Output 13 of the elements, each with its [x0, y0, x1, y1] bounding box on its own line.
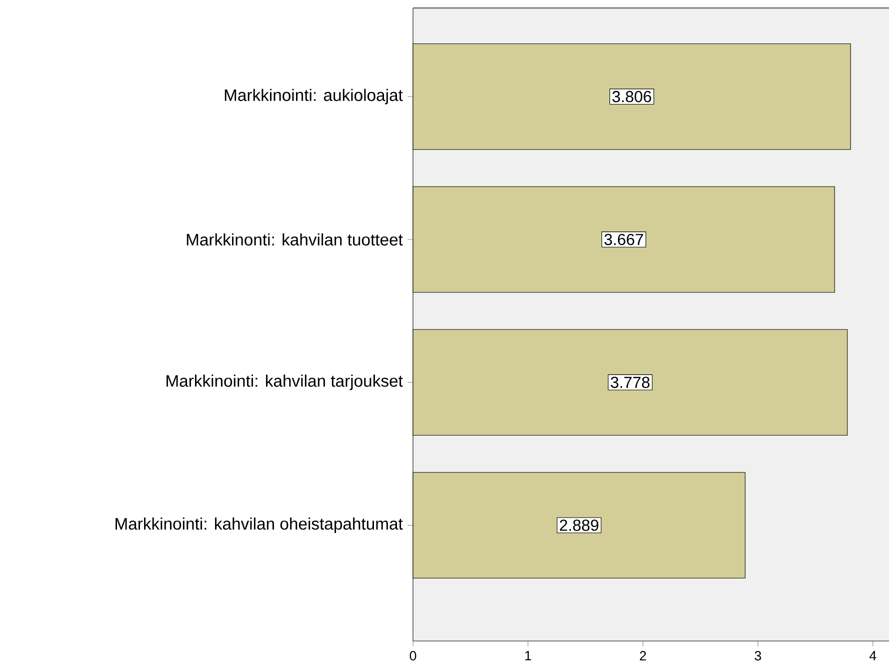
- x-tick-label: 0: [410, 651, 416, 660]
- data-label: 3.778: [610, 376, 650, 388]
- data-label: 3.667: [604, 234, 644, 246]
- x-tick-label: 2: [640, 651, 646, 660]
- data-label: 2.889: [560, 520, 598, 531]
- data-label: 3.806: [612, 90, 652, 102]
- y-tick-label: Markkinointi: kahvilan tarjoukset: [166, 374, 403, 390]
- x-tick-label: 3: [754, 651, 762, 660]
- y-tick-label: Markkinonti: kahvilan tuotteet: [186, 233, 403, 246]
- y-tick-label: Markkinointi: kahvilan oheistapahtumat: [116, 517, 403, 534]
- x-tick-label: 4: [870, 651, 876, 660]
- x-tick-label: 1: [525, 651, 532, 660]
- y-tick-label: Markkinointi: aukioloajat: [224, 88, 403, 104]
